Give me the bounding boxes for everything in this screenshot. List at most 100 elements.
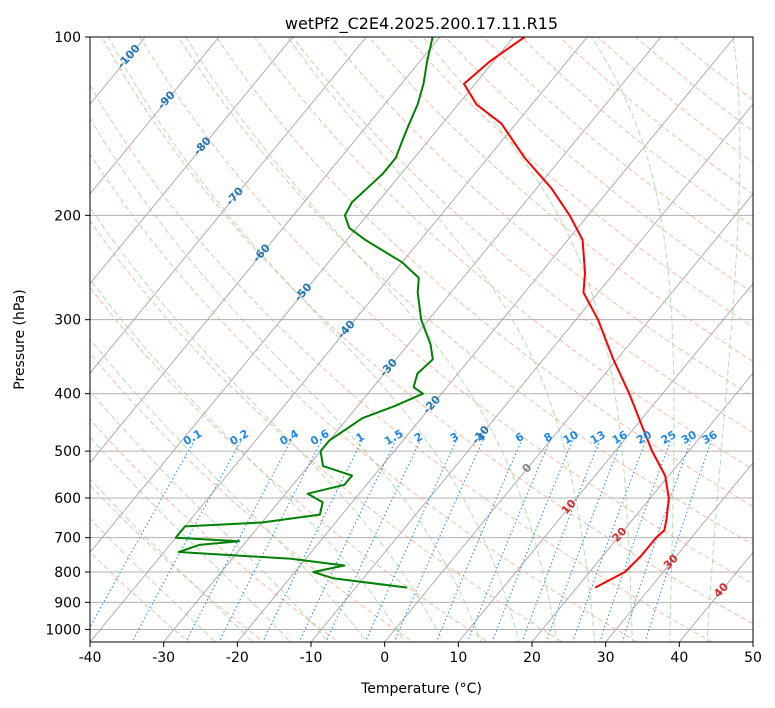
moist-adiabat-line	[185, 37, 558, 642]
mixing-ratio-label: 0.6	[308, 427, 332, 448]
isotherm-line	[531, 372, 753, 642]
y-tick-label: 600	[54, 491, 81, 507]
chart-title: wetPf2_C2E4.2025.200.17.11.R15	[285, 14, 558, 34]
moist-adiabat-line	[90, 117, 482, 642]
dry-adiabat-line	[90, 220, 564, 642]
mixing-ratio-line	[572, 440, 647, 642]
y-axis-label: Pressure (hPa)	[12, 289, 28, 389]
y-tick-label: 300	[54, 313, 81, 329]
mixing-ratio-lines	[90, 440, 712, 642]
isotherm-line	[90, 37, 515, 554]
dry-adiabat-label: -50	[292, 280, 315, 304]
dry-adiabat-label: -20	[420, 393, 443, 417]
dry-adiabat-line	[558, 37, 753, 195]
moist-adiabat-line	[90, 206, 444, 642]
moist-adiabat-line	[90, 278, 406, 642]
y-tick-label: 500	[54, 444, 81, 460]
mixing-ratio-label: 3	[448, 430, 461, 445]
x-tick-label: 40	[670, 650, 688, 666]
dry-adiabat-label: -80	[191, 134, 214, 158]
mixing-ratio-label: 0.4	[277, 427, 301, 448]
moist-adiabat-line	[90, 436, 291, 642]
mixing-ratio-label: 10	[561, 428, 581, 447]
isotherm-line	[163, 37, 662, 642]
y-tick-label: 200	[54, 208, 81, 224]
isotherm-line	[384, 193, 753, 642]
dewpoint-line	[174, 37, 434, 589]
moist-adiabat-line	[90, 338, 367, 642]
dry-adiabat-line	[253, 37, 753, 470]
y-axis: 100 200 300 400 500 600 700 800 900 1000	[45, 30, 90, 638]
moist-adiabat-line	[590, 37, 675, 642]
dry-adiabat-line	[90, 352, 414, 642]
isotherm-line	[90, 37, 294, 285]
mixing-ratio-line	[466, 440, 551, 642]
isobar-grid	[90, 37, 753, 630]
dry-adiabat-line	[482, 37, 753, 261]
y-tick-label: 100	[54, 30, 81, 46]
isotherm-line	[90, 37, 441, 464]
mixing-ratio-line	[262, 440, 363, 642]
plot-frame	[89, 36, 754, 643]
dry-adiabat-line	[177, 37, 753, 546]
mixing-ratio-label: 30	[679, 428, 699, 447]
mixing-ratio-label: 36	[700, 428, 720, 447]
mixing-ratio-line	[185, 440, 292, 642]
dry-adiabat-line	[444, 37, 753, 294]
mixing-ratio-label: 25	[659, 428, 679, 447]
isotherm-line	[236, 37, 736, 642]
x-tick-label: -40	[79, 650, 102, 666]
dry-adiabat-label: 30	[661, 552, 681, 572]
mixing-ratio-label: 20	[634, 428, 654, 447]
mixing-ratio-line	[325, 440, 421, 642]
x-axis-label: Temperature (°C)	[360, 681, 482, 697]
dry-adiabat-line	[90, 484, 265, 642]
x-tick-label: -30	[152, 650, 175, 666]
sounding-series	[174, 37, 670, 589]
y-tick-label: 400	[54, 387, 81, 403]
dry-adiabat-line	[101, 37, 753, 625]
mixing-ratio-line	[131, 440, 242, 642]
dry-adiabat-line	[291, 37, 753, 434]
mixing-ratio-label: 1	[354, 430, 367, 445]
dry-adiabat-line	[634, 37, 753, 132]
x-tick-label: -20	[226, 650, 249, 666]
isotherm-line	[90, 37, 367, 374]
mixing-ratio-label: 2	[412, 430, 425, 445]
dry-adiabat-line	[368, 37, 753, 362]
dry-adiabat-line	[90, 418, 340, 642]
dry-adiabat-label: -70	[223, 184, 246, 208]
mixing-ratio-label: 13	[588, 428, 608, 447]
isotherm-line	[678, 551, 753, 642]
isotherm-line	[90, 37, 220, 195]
x-tick-label: -10	[300, 650, 323, 666]
x-tick-label: 50	[744, 650, 762, 666]
mixing-ratio-label: 16	[610, 428, 630, 447]
x-tick-label: 30	[597, 650, 615, 666]
mixing-ratio-line	[298, 440, 397, 642]
moist-adiabat-line	[90, 390, 329, 642]
dry-adiabat-label: -30	[377, 356, 400, 380]
mixing-ratio-line	[621, 440, 692, 642]
dry-adiabat-label: -100	[115, 42, 143, 71]
mixing-ratio-line	[364, 440, 457, 642]
isotherm-line	[457, 282, 753, 642]
isotherm-grid	[90, 37, 753, 642]
moist-adiabat-line	[90, 517, 216, 642]
moist-adiabat-line	[107, 37, 520, 642]
mixing-ratio-line	[644, 440, 712, 642]
mixing-ratio-label: 6	[513, 430, 526, 445]
dry-adiabat-line	[90, 551, 190, 642]
x-tick-label: 0	[380, 650, 389, 666]
dry-adiabat-line	[215, 37, 753, 507]
moist-adiabats	[90, 37, 741, 642]
mixing-ratio-label: 0.2	[228, 427, 251, 448]
isotherm-line	[752, 641, 753, 642]
dry-adiabat-line	[330, 37, 753, 398]
moist-adiabat-line	[706, 37, 741, 642]
y-tick-label: 900	[54, 595, 81, 611]
mixing-ratio-label: 0.1	[181, 427, 204, 448]
x-tick-label: 20	[523, 650, 541, 666]
moist-adiabat-line	[287, 37, 596, 642]
